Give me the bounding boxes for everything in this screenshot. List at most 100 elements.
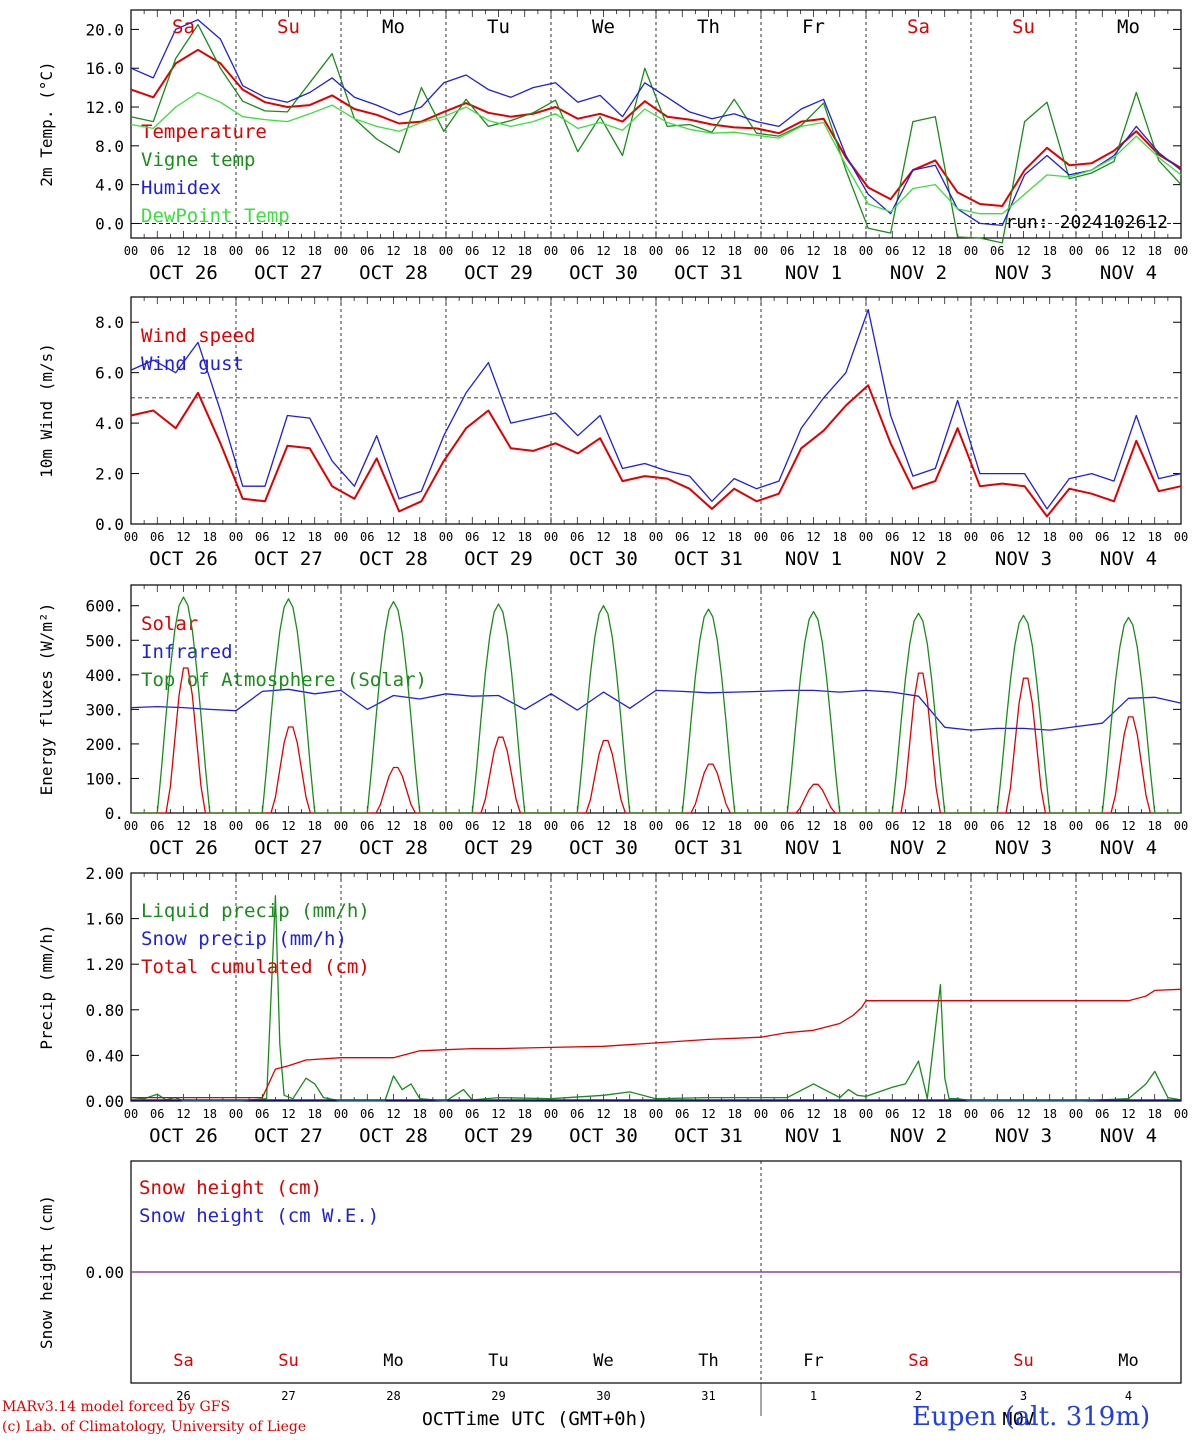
hour-label: 00 xyxy=(649,1107,663,1121)
hour-label: 12 xyxy=(911,530,925,544)
date-label: NOV 3 xyxy=(995,262,1052,284)
series-line-wind-gust xyxy=(130,308,1182,510)
hour-label: 06 xyxy=(570,244,584,258)
hour-label: 18 xyxy=(1043,1107,1057,1121)
hour-label: 12 xyxy=(1121,819,1135,833)
hour-label: 06 xyxy=(465,819,479,833)
hour-label: 06 xyxy=(255,819,269,833)
date-label: NOV 4 xyxy=(1100,837,1157,859)
date-label: NOV 2 xyxy=(890,262,947,284)
y-axis-label: Energy fluxes (W/m²) xyxy=(37,603,56,796)
hour-label: 06 xyxy=(465,530,479,544)
y-tick-label: 2.0 xyxy=(95,465,124,484)
hour-label: 06 xyxy=(885,530,899,544)
date-label: OCT 31 xyxy=(674,837,743,859)
hour-label: 18 xyxy=(308,530,322,544)
hour-label: 12 xyxy=(911,819,925,833)
hour-label: 18 xyxy=(833,244,847,258)
date-label: OCT 30 xyxy=(569,837,638,859)
date-label: NOV 1 xyxy=(785,1125,842,1147)
hour-label: 06 xyxy=(990,530,1004,544)
legend-1: Wind gust xyxy=(141,353,244,375)
hour-label: 00 xyxy=(1174,244,1188,258)
month-right: NOV xyxy=(1002,1409,1035,1430)
y-axis-label: 10m Wind (m/s) xyxy=(37,343,56,478)
hour-label: 00 xyxy=(754,244,768,258)
hour-label: 00 xyxy=(229,244,243,258)
hour-label: 06 xyxy=(360,819,374,833)
weekday-label: Th xyxy=(697,16,720,38)
hour-label: 18 xyxy=(203,819,217,833)
date-label: OCT 28 xyxy=(359,262,428,284)
hour-label: 12 xyxy=(1121,1107,1135,1121)
date-label: NOV 1 xyxy=(785,837,842,859)
hour-label: 18 xyxy=(413,1107,427,1121)
legend-2: Humidex xyxy=(141,177,221,199)
date-label: OCT 29 xyxy=(464,837,533,859)
hour-label: 12 xyxy=(596,244,610,258)
hour-label: 12 xyxy=(386,819,400,833)
hour-label: 00 xyxy=(859,244,873,258)
hour-label: 06 xyxy=(150,1107,164,1121)
month-left: OCT xyxy=(422,1409,455,1430)
y-tick-label: 4.0 xyxy=(95,414,124,433)
hour-label: 18 xyxy=(203,530,217,544)
hour-label: 18 xyxy=(1043,244,1057,258)
hour-label: 18 xyxy=(728,244,742,258)
hour-label: 18 xyxy=(728,1107,742,1121)
hour-label: 18 xyxy=(728,819,742,833)
day-number: 29 xyxy=(491,1389,505,1403)
day-number: 28 xyxy=(386,1389,400,1403)
y-tick-label: 16.0 xyxy=(85,59,124,78)
legend-0: Wind speed xyxy=(141,325,255,347)
legend-0: Liquid precip (mm/h) xyxy=(141,900,370,922)
day-number: 31 xyxy=(701,1389,715,1403)
hour-label: 06 xyxy=(150,244,164,258)
model-credit: MARv3.14 model forced by GFS xyxy=(2,1399,231,1415)
weekday-label: Fr xyxy=(803,1351,823,1371)
hour-label: 00 xyxy=(754,530,768,544)
hour-label: 00 xyxy=(229,1107,243,1121)
y-tick-label: 600. xyxy=(85,597,124,616)
hour-label: 06 xyxy=(1095,819,1109,833)
weekday-label: Su xyxy=(277,16,300,38)
y-tick-label: 0.40 xyxy=(85,1046,124,1065)
hour-label: 12 xyxy=(176,530,190,544)
y-tick-label: 12.0 xyxy=(85,98,124,117)
hour-label: 00 xyxy=(1069,1107,1083,1121)
y-tick-label: 400. xyxy=(85,666,124,685)
hour-label: 12 xyxy=(491,244,505,258)
hour-label: 06 xyxy=(675,530,689,544)
hour-label: 00 xyxy=(544,530,558,544)
date-label: OCT 26 xyxy=(149,262,218,284)
date-label: OCT 31 xyxy=(674,1125,743,1147)
hour-label: 12 xyxy=(1016,530,1030,544)
lab-credit: (c) Lab. of Climatology, University of L… xyxy=(2,1419,307,1435)
hour-label: 12 xyxy=(1121,244,1135,258)
hour-label: 18 xyxy=(1148,819,1162,833)
hour-label: 06 xyxy=(780,1107,794,1121)
hour-label: 12 xyxy=(701,244,715,258)
date-label: OCT 26 xyxy=(149,837,218,859)
series-line-top-of-atmosphere-solar- xyxy=(131,596,1181,814)
hour-label: 18 xyxy=(623,530,637,544)
date-label: OCT 31 xyxy=(674,262,743,284)
y-tick-label: 20.0 xyxy=(85,20,124,39)
y-tick-label: 0. xyxy=(105,804,124,823)
date-label: OCT 28 xyxy=(359,548,428,570)
hour-label: 06 xyxy=(990,244,1004,258)
hour-label: 00 xyxy=(334,1107,348,1121)
date-label: OCT 30 xyxy=(569,548,638,570)
hour-label: 18 xyxy=(1148,530,1162,544)
panel-4: 0.00 0.40 0.80 1.20 1.60 2.00 Precip (mm/h) Liq… xyxy=(37,864,1188,1147)
hour-label: 18 xyxy=(938,819,952,833)
weekday-label: Su xyxy=(1013,1351,1033,1371)
series-line-liquid-precip-mm-h- xyxy=(130,895,1182,1102)
y-axis-label: Precip (mm/h) xyxy=(37,924,56,1049)
date-label: OCT 26 xyxy=(149,548,218,570)
weekday-label: Sa xyxy=(907,16,930,38)
hour-label: 06 xyxy=(885,244,899,258)
hour-label: 12 xyxy=(176,819,190,833)
hour-label: 18 xyxy=(308,244,322,258)
